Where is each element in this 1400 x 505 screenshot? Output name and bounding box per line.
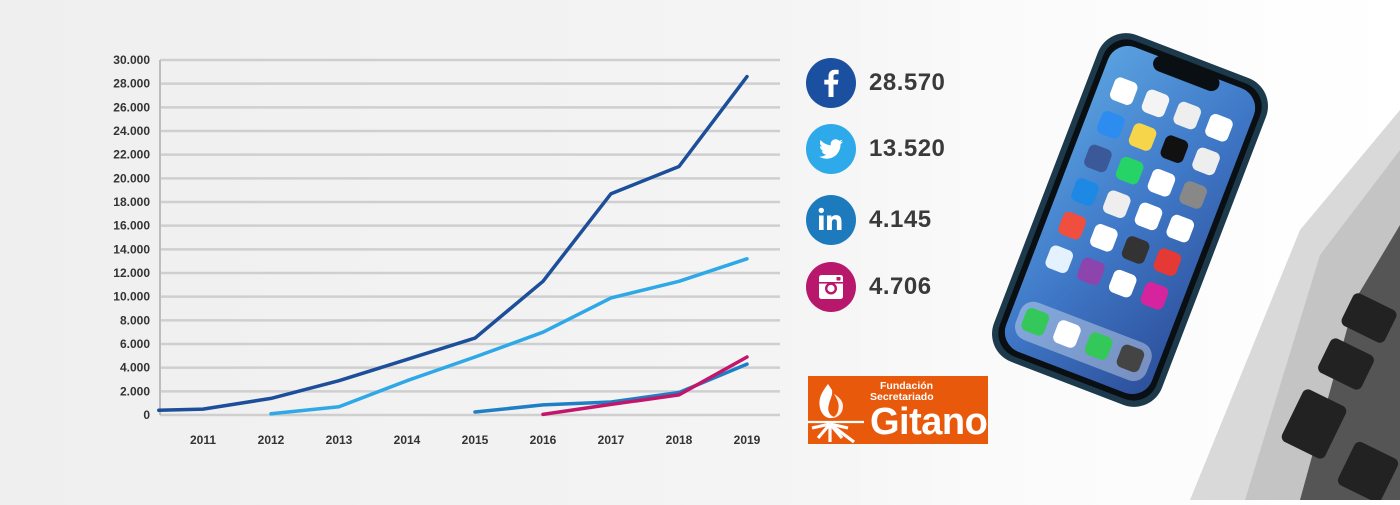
x-tick-label: 2015 bbox=[462, 433, 489, 447]
y-tick-label: 2.000 bbox=[120, 384, 150, 398]
smartphone-laptop-photo bbox=[960, 0, 1400, 503]
logo-line-2: Secretariado bbox=[870, 391, 934, 403]
y-tick-label: 30.000 bbox=[113, 53, 150, 67]
fundacion-secretariado-gitano-logo: Fundación Secretariado Gitano bbox=[808, 376, 988, 444]
y-tick-label: 26.000 bbox=[113, 100, 150, 114]
y-tick-label: 22.000 bbox=[113, 148, 150, 162]
y-tick-label: 20.000 bbox=[113, 171, 150, 185]
linkedin-count: 4.145 bbox=[869, 206, 932, 233]
x-tick-label: 2016 bbox=[530, 433, 557, 447]
x-tick-label: 2011 bbox=[190, 433, 216, 447]
instagram-count: 4.706 bbox=[869, 273, 932, 300]
y-tick-label: 24.000 bbox=[113, 124, 150, 138]
y-tick-label: 0 bbox=[143, 408, 150, 422]
chart-series bbox=[157, 74, 749, 417]
chart-gridlines bbox=[159, 58, 780, 417]
x-tick-label: 2019 bbox=[734, 433, 761, 447]
logo-line-1: Fundación bbox=[880, 380, 934, 392]
flame-emblem-icon bbox=[808, 384, 864, 444]
x-tick-label: 2017 bbox=[598, 433, 625, 447]
social-stats-panel: 28.570 13.520 4.145 4.706 bbox=[806, 58, 1006, 328]
y-tick-label: 16.000 bbox=[113, 219, 150, 233]
twitter-icon bbox=[806, 124, 856, 174]
series-line-instagram bbox=[541, 355, 749, 417]
y-tick-label: 8.000 bbox=[120, 313, 150, 327]
twitter-count: 13.520 bbox=[869, 135, 946, 162]
x-tick-label: 2012 bbox=[258, 433, 285, 447]
facebook-icon bbox=[806, 58, 856, 108]
y-tick-label: 12.000 bbox=[113, 266, 150, 280]
stat-twitter: 13.520 bbox=[806, 124, 1006, 176]
y-tick-label: 18.000 bbox=[113, 195, 150, 209]
y-tick-label: 4.000 bbox=[120, 361, 150, 375]
stat-linkedin: 4.145 bbox=[806, 195, 1006, 247]
stat-facebook: 28.570 bbox=[806, 58, 1006, 110]
series-line-twitter bbox=[269, 257, 749, 416]
x-axis-ticks: 2011 2012 2013 2014 2015 2016 2017 2018 2019 bbox=[190, 433, 761, 447]
y-tick-label: 28.000 bbox=[113, 77, 150, 91]
y-tick-label: 6.000 bbox=[120, 337, 150, 351]
x-tick-label: 2018 bbox=[666, 433, 693, 447]
series-line-facebook bbox=[157, 74, 749, 413]
facebook-count: 28.570 bbox=[869, 69, 946, 96]
stat-instagram: 4.706 bbox=[806, 262, 1006, 314]
x-tick-label: 2014 bbox=[394, 433, 421, 447]
logo-name: Gitano bbox=[870, 401, 988, 443]
x-tick-label: 2013 bbox=[326, 433, 353, 447]
smartphone-illustration bbox=[992, 33, 1268, 407]
line-chart: 0 2.000 4.000 6.000 8.000 10.000 12.000 14.000 1… bbox=[113, 53, 780, 447]
laptop-illustration bbox=[1190, 110, 1400, 503]
y-tick-label: 14.000 bbox=[113, 242, 150, 256]
instagram-icon bbox=[806, 262, 856, 312]
linkedin-icon bbox=[806, 195, 856, 245]
y-axis-ticks: 0 2.000 4.000 6.000 8.000 10.000 12.000 14.000 1… bbox=[113, 53, 150, 422]
y-tick-label: 10.000 bbox=[113, 290, 150, 304]
